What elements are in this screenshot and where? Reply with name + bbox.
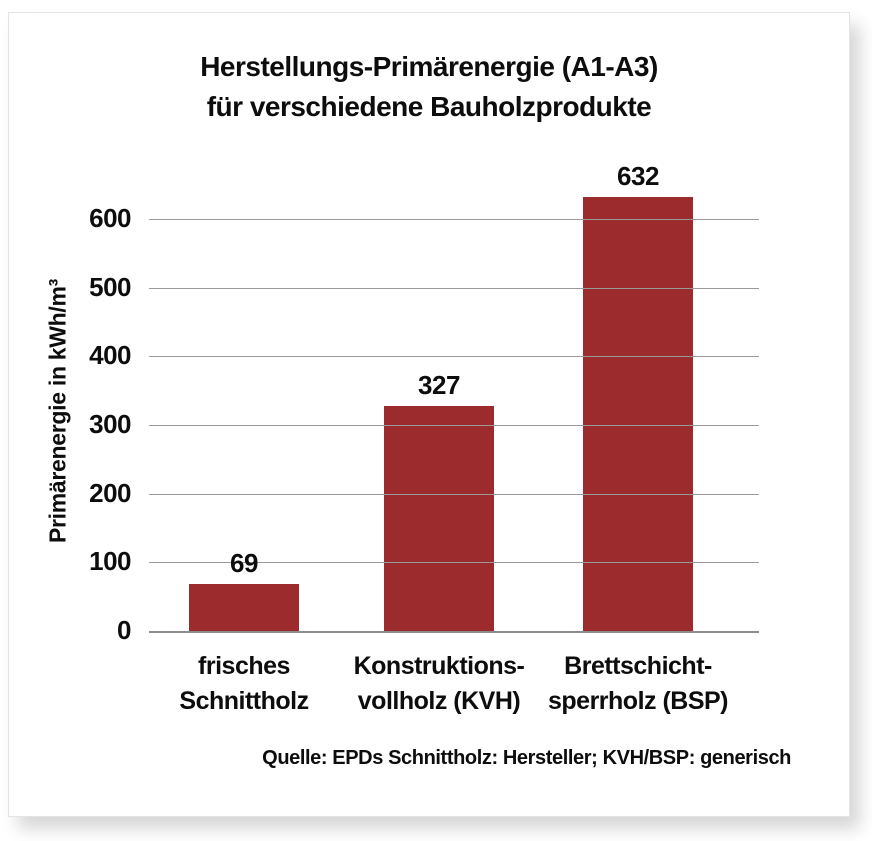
gridline — [149, 562, 759, 564]
bar-value-label: 632 — [617, 161, 659, 192]
chart-title-line-2: für verschiedene Bauholzprodukte — [206, 91, 652, 122]
category-label-line-2: vollholz (KVH) — [357, 687, 521, 715]
category-label-line-2: sperrholz (BSP) — [547, 687, 729, 715]
gridline — [149, 493, 759, 495]
y-tick-label: 600 — [89, 203, 131, 233]
y-tick-label: 200 — [89, 477, 131, 508]
gridline — [149, 425, 759, 426]
gridline — [149, 219, 759, 220]
category-label-line-1: frisches — [198, 652, 290, 680]
chart-title-line-1: Herstellungs-Primärenergie (A1-A3) — [200, 51, 658, 82]
bar — [384, 406, 494, 631]
y-tick-label: 400 — [89, 340, 131, 371]
source-note: Quelle: EPDs Schnittholz: Hersteller; KV… — [262, 747, 791, 769]
y-tick-label: 0 — [117, 615, 131, 645]
gridline — [149, 287, 759, 289]
bar-value-label: 327 — [418, 370, 460, 401]
category-label-line-2: Schnittholz — [179, 687, 309, 715]
chart-title: Herstellungs-Primärenergie (A1-A3) für v… — [9, 47, 849, 127]
category-label: frisches Schnittholz — [134, 649, 354, 719]
y-tick-label: 500 — [89, 271, 131, 302]
category-label: Brettschicht-sperrholz (BSP) — [528, 649, 748, 719]
category-label: Konstruktions-vollholz (KVH) — [329, 649, 549, 719]
chart-card: Herstellungs-Primärenergie (A1-A3) für v… — [8, 12, 850, 817]
bar-value-label: 69 — [230, 547, 258, 578]
category-label-line-1: Konstruktions- — [353, 652, 525, 680]
bar — [189, 583, 299, 631]
x-axis-baseline — [149, 631, 759, 633]
y-tick-label: 300 — [89, 409, 131, 439]
category-label-line-1: Brettschicht- — [564, 652, 712, 680]
bar — [583, 197, 693, 631]
y-tick-label: 100 — [89, 546, 131, 577]
gridline — [149, 356, 759, 358]
